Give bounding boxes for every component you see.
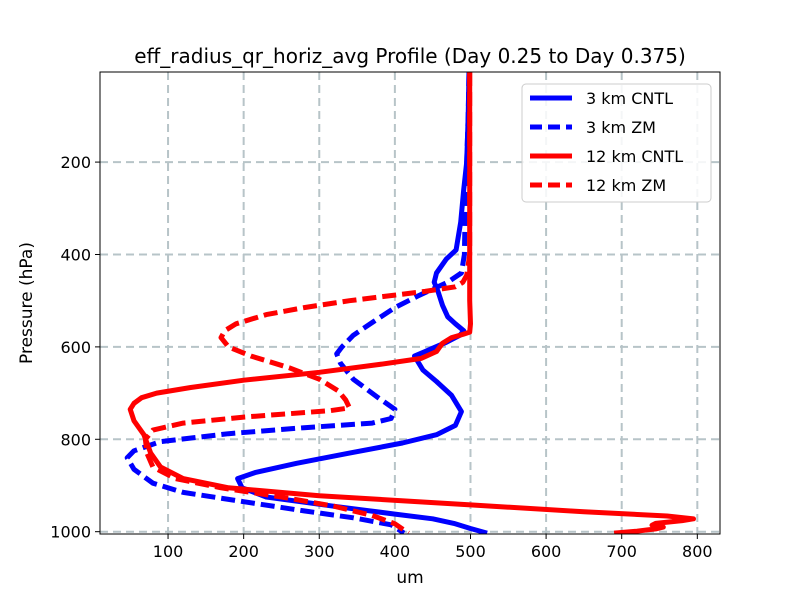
y-tick-label: 200 (60, 153, 91, 172)
x-tick-label: 800 (682, 542, 713, 561)
x-axis: 100 200 300 400 500 600 700 800 (153, 534, 713, 561)
plot-frame (99, 71, 721, 535)
y-tick-label: 600 (60, 338, 91, 357)
x-tick-label: 600 (531, 542, 562, 561)
legend-label: 3 km CNTL (586, 89, 673, 108)
x-axis-label: um (396, 568, 423, 588)
x-tick-label: 500 (455, 542, 486, 561)
series-line-12-km-cntl (127, 72, 696, 534)
y-tick-label: 1000 (50, 523, 91, 542)
y-tick-label: 400 (60, 245, 91, 264)
series-line-12-km-zm (142, 72, 473, 534)
x-tick-label: 400 (380, 542, 411, 561)
y-axis-label: Pressure (hPa) (17, 242, 37, 364)
chart-title: eff_radius_qr_horiz_avg Profile (Day 0.2… (134, 44, 686, 68)
y-tick-label: 800 (60, 430, 91, 449)
legend-box (521, 83, 712, 203)
x-tick-label: 700 (606, 542, 637, 561)
y-axis: 200 400 600 800 1000 (50, 153, 100, 542)
legend: 3 km CNTL 3 km ZM 12 km CNTL 12 km ZM (521, 83, 712, 203)
x-tick-label: 200 (228, 542, 259, 561)
series-line-3-km-zm (124, 72, 472, 534)
x-tick-label: 100 (153, 542, 184, 561)
legend-label: 12 km ZM (586, 176, 666, 195)
legend-label: 3 km ZM (586, 118, 656, 137)
plot-area (124, 72, 696, 534)
series-group (124, 72, 696, 534)
legend-label: 12 km CNTL (586, 147, 683, 166)
x-tick-label: 300 (304, 542, 335, 561)
